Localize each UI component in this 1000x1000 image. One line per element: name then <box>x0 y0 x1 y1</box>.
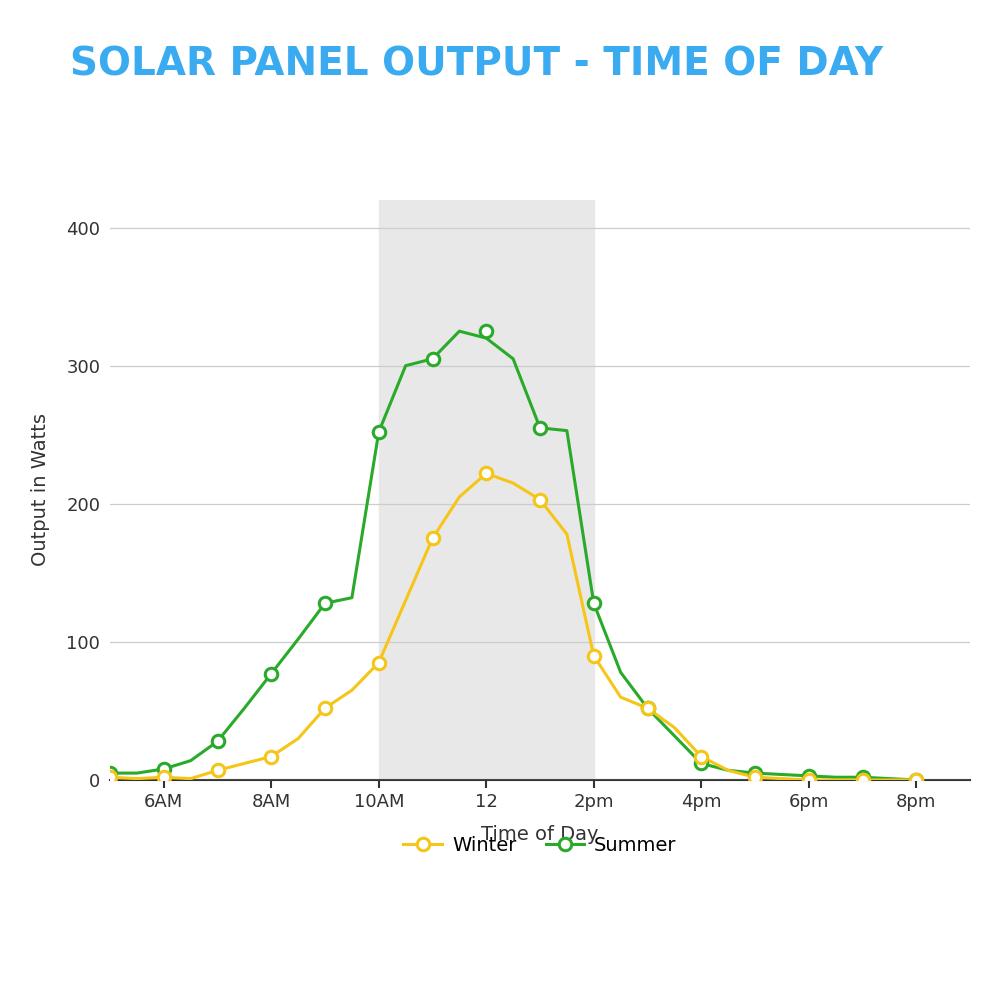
Legend: Winter, Summer: Winter, Summer <box>396 829 684 863</box>
Text: SOLAR PANEL OUTPUT - TIME OF DAY: SOLAR PANEL OUTPUT - TIME OF DAY <box>70 45 883 83</box>
X-axis label: Time of Day: Time of Day <box>481 825 599 844</box>
Bar <box>379 200 594 780</box>
Y-axis label: Output in Watts: Output in Watts <box>31 414 50 566</box>
